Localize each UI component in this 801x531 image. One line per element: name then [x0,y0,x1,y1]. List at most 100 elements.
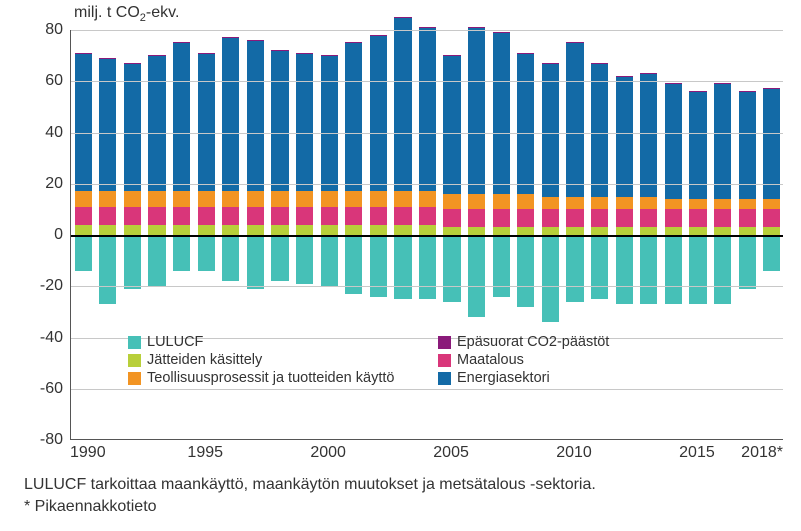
bar-seg-maatalous [542,209,559,227]
bar-seg-maatalous [640,209,657,227]
bar-seg-lulucf [542,235,559,322]
legend-label: Teollisuusprosessit ja tuotteiden käyttö [147,370,394,386]
bar-seg-lulucf [321,235,338,286]
bar-seg-jatteet [689,227,706,235]
bar-seg-jatteet [321,225,338,235]
bar-seg-epasuorat [468,27,485,28]
bar-seg-teollisuus [763,199,780,209]
bar-seg-energia [763,89,780,199]
bar-seg-energia [148,56,165,192]
bar-seg-maatalous [173,207,190,225]
bar-seg-maatalous [124,207,141,225]
bar-seg-teollisuus [517,194,534,209]
bar-seg-energia [665,84,682,199]
bar-seg-lulucf [419,235,436,299]
y-tick-label: 0 [23,226,63,244]
bar-seg-lulucf [271,235,288,281]
bar-seg-epasuorat [493,32,510,33]
bar-seg-epasuorat [665,83,682,84]
legend-row: Jätteiden käsittelyMaatalous [128,352,688,370]
bar-seg-epasuorat [222,37,239,38]
bar-seg-teollisuus [99,191,116,206]
y-tick-label: 40 [23,124,63,142]
bar-seg-energia [75,53,92,191]
bar-seg-lulucf [689,235,706,304]
bar-seg-maatalous [75,207,92,225]
bar-seg-energia [566,43,583,197]
bar-seg-teollisuus [566,197,583,210]
bar-seg-energia [394,17,411,191]
bar-seg-energia [517,53,534,194]
bar-seg-jatteet [665,227,682,235]
bar-seg-epasuorat [640,73,657,74]
bar-seg-jatteet [296,225,313,235]
bar-seg-epasuorat [296,53,313,54]
grid-line [71,184,783,185]
bar-seg-teollisuus [345,191,362,206]
bar-seg-teollisuus [124,191,141,206]
bar-seg-energia [616,76,633,196]
bar-seg-lulucf [173,235,190,271]
bar-seg-lulucf [517,235,534,307]
bar-seg-epasuorat [566,42,583,43]
x-tick-label: 1995 [187,444,223,462]
bar-seg-jatteet [714,227,731,235]
bar-seg-energia [640,74,657,197]
legend-swatch [438,372,451,385]
bar-seg-jatteet [443,227,460,235]
bar-seg-lulucf [345,235,362,294]
bar-seg-teollisuus [296,191,313,206]
legend-item-teollisuus: Teollisuusprosessit ja tuotteiden käyttö [128,370,438,386]
bar-seg-epasuorat [542,63,559,64]
bar-seg-epasuorat [75,53,92,54]
bar-seg-jatteet [148,225,165,235]
x-tick-label: 1990 [70,444,106,462]
bar-seg-energia [296,53,313,191]
bar-seg-epasuorat [443,55,460,56]
y-tick-label: -60 [23,380,63,398]
bar-seg-lulucf [198,235,215,271]
legend-swatch [128,354,141,367]
legend-item-energia: Energiasektori [438,370,688,386]
bar-seg-maatalous [370,207,387,225]
bar-seg-jatteet [763,227,780,235]
bar-seg-teollisuus [665,199,682,209]
y-tick-label: 60 [23,72,63,90]
bar-seg-teollisuus [493,194,510,209]
bar-seg-lulucf [468,235,485,317]
bar-seg-lulucf [247,235,264,289]
bar-seg-energia [370,35,387,191]
bar-seg-teollisuus [370,191,387,206]
bar-seg-energia [222,38,239,192]
bar-seg-jatteet [419,225,436,235]
bar-seg-jatteet [345,225,362,235]
bar-seg-maatalous [665,209,682,227]
bar-seg-jatteet [739,227,756,235]
bar-seg-maatalous [198,207,215,225]
legend-row: LULUCFEpäsuorat CO2-päästöt [128,334,688,352]
bar-seg-maatalous [222,207,239,225]
legend-swatch [128,336,141,349]
grid-line [71,133,783,134]
bar-seg-jatteet [247,225,264,235]
y-tick-label: -20 [23,277,63,295]
bar-seg-lulucf [493,235,510,297]
bar-seg-epasuorat [714,83,731,84]
bar-seg-epasuorat [394,17,411,18]
bar-seg-energia [542,63,559,196]
legend-swatch [438,354,451,367]
bar-seg-teollisuus [271,191,288,206]
bar-seg-lulucf [296,235,313,284]
bar-seg-energia [99,58,116,191]
bar-seg-teollisuus [148,191,165,206]
legend-item-epasuorat: Epäsuorat CO2-päästöt [438,334,688,350]
y-tick-label: -40 [23,329,63,347]
bar-seg-lulucf [591,235,608,299]
bar-seg-lulucf [148,235,165,286]
bar-seg-epasuorat [763,88,780,89]
legend-label: Jätteiden käsittely [147,352,262,368]
bar-seg-maatalous [763,209,780,227]
bar-seg-jatteet [271,225,288,235]
bar-seg-lulucf [99,235,116,304]
bar-seg-epasuorat [271,50,288,51]
